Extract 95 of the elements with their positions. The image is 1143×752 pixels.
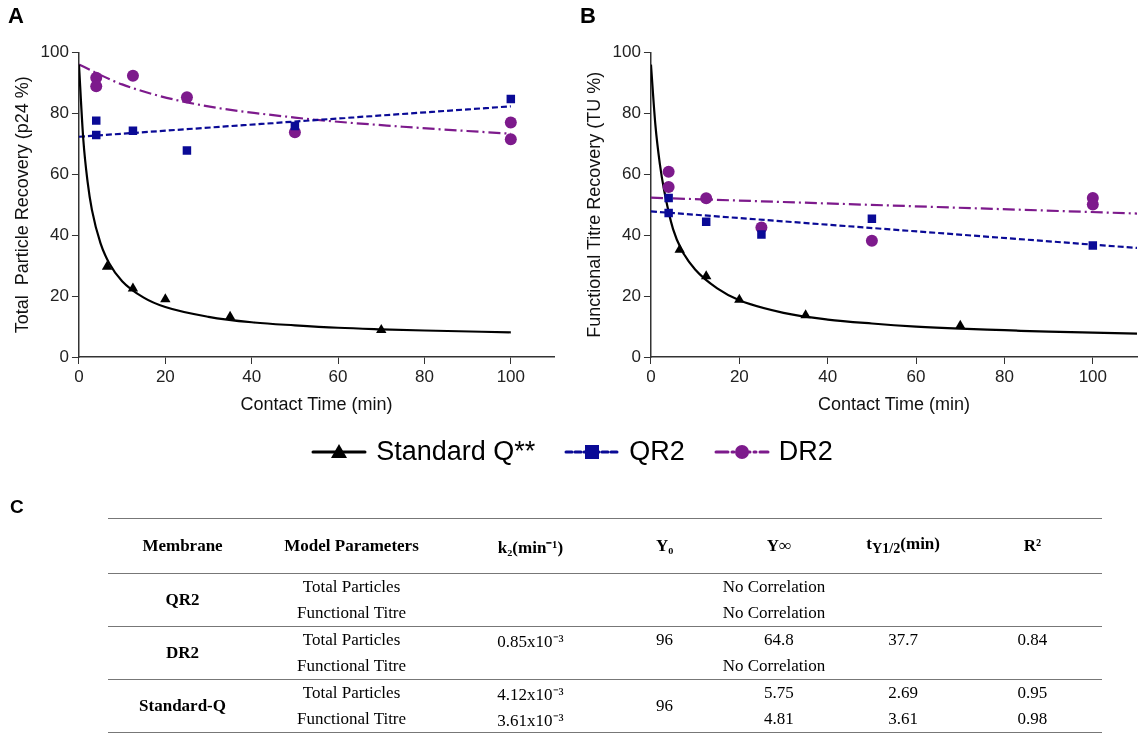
legend-label: Standard Q** [376,436,536,467]
point [664,193,673,203]
x-tick-label: 0 [74,366,84,386]
point [867,214,877,223]
text: 2.69 [887,682,920,704]
point [701,270,712,280]
point [504,133,517,146]
x-tick-label: 60 [328,366,348,386]
y-tick-label: 40 [622,224,641,244]
legend-label: DR2 [778,436,833,467]
point [664,208,673,218]
point [376,323,387,333]
legend-label: QR2 [629,436,685,467]
text: R² [962,518,1102,574]
y-tick-label: 100 [612,42,641,62]
point [865,234,878,247]
text: 64.8 [763,629,795,651]
text: 0.95 [1016,682,1049,704]
text: 4.81 [763,708,795,730]
x-tick-label: 60 [906,366,926,386]
text: DR2 [165,642,201,664]
text: k₂(min⁻¹) [445,518,615,574]
line-series [78,63,512,334]
text: C [10,496,24,518]
line-series [650,63,1137,335]
point [662,165,675,178]
text: Total Particles [301,682,402,704]
text: Membrane [108,518,258,574]
text: Total Particles [301,576,402,598]
text: No Correlation [721,602,827,624]
point [504,116,517,129]
point [127,282,139,292]
text: Functional Titre [295,655,408,677]
point [757,230,766,239]
y-tick-label: 80 [50,103,69,123]
y-tick-label: 60 [622,163,641,183]
text: Y₀ [614,518,715,574]
text: Model Parameters [257,518,446,574]
text: t$_{Y1/2}$(min) [843,518,963,574]
point [92,116,101,125]
y-tick-label: 60 [50,163,69,183]
y-tick-label: 20 [50,285,69,305]
chart-title: A [8,3,24,29]
y-axis-title: Total Particle Recovery (p24 %) [11,76,32,334]
x-tick-label: 40 [242,366,262,386]
x-axis-title: Contact Time (min) [817,394,971,415]
y-tick-label: 20 [622,285,641,305]
x-tick-label: 20 [729,366,749,386]
point [224,310,236,320]
x-tick-label: 0 [646,366,656,386]
chart-title: B [580,3,596,29]
y-tick-label: 100 [40,42,69,62]
text: Total Particles [301,629,402,651]
x-tick-label: 40 [818,366,838,386]
text: 5.75 [763,682,795,704]
point [101,260,113,270]
text: 0.85x10⁻³ [496,630,565,653]
x-tick-label: 80 [414,366,434,386]
x-tick-label: 100 [1078,366,1107,386]
point [800,309,811,319]
y-tick-label: 0 [631,346,641,366]
point [955,319,966,329]
point [700,192,713,205]
text: Functional Titre [295,708,408,730]
text: No Correlation [721,655,827,677]
text: Y∞ [714,518,844,574]
y-tick-label: 40 [50,224,69,244]
text: QR2 [164,589,201,611]
text: Standard-Q [138,695,227,717]
point [180,91,193,104]
text: 37.7 [887,629,920,651]
text: 96 [655,629,675,651]
point [182,146,192,155]
point [674,243,685,253]
text: 0.98 [1016,708,1049,730]
text: No Correlation [721,576,827,598]
x-tick-label: 20 [155,366,175,386]
text: Functional Titre [295,602,408,624]
x-axis-title: Contact Time (min) [240,394,393,415]
point [126,69,139,82]
text: 4.12x10⁻³ [496,683,565,706]
text: 0.84 [1016,629,1049,651]
text: 96 [655,695,675,717]
point [160,293,171,303]
point [734,293,745,303]
text: 3.61x10⁻³ [496,709,565,732]
point [662,181,675,194]
point [1088,241,1098,250]
text: 3.61 [887,708,920,730]
point [128,126,138,135]
x-tick-label: 80 [994,366,1014,386]
x-tick-label: 100 [496,366,525,386]
y-tick-label: 80 [622,103,641,123]
y-axis-title: Functional Titre Recovery (TU %) [583,71,604,338]
y-tick-label: 0 [59,346,69,366]
